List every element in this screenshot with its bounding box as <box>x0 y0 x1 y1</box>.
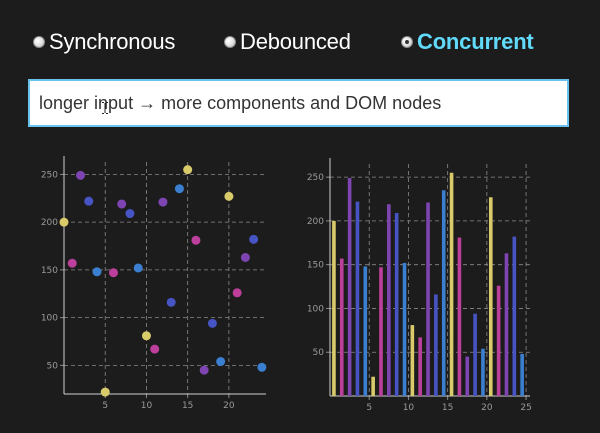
mode-option-synchronous[interactable]: Synchronous <box>33 26 175 58</box>
scatter-point <box>133 263 143 273</box>
scatter-point <box>100 387 110 397</box>
bar <box>473 313 477 396</box>
bar <box>496 285 501 396</box>
scatter-point <box>84 196 94 206</box>
scatter-point <box>75 170 85 180</box>
x-tick-label: 15 <box>442 403 453 413</box>
scatter-point <box>59 217 69 227</box>
bar <box>339 258 344 396</box>
scatter-point <box>117 199 127 209</box>
y-tick-label: 250 <box>307 173 324 183</box>
y-tick-label: 100 <box>41 314 58 324</box>
x-tick-label: 5 <box>366 403 372 413</box>
scatter-point <box>92 267 102 277</box>
render-mode-selector: Synchronous Debounced Concurrent <box>0 26 600 58</box>
bar <box>387 204 391 396</box>
bar-chart: 5 10 15 20 25 50 100 150 200 250 <box>307 158 532 413</box>
bar <box>394 213 399 396</box>
scatter-chart: 5 10 15 20 50 100 150 200 250 <box>41 156 267 411</box>
search-input[interactable] <box>30 81 567 125</box>
bar <box>481 348 485 396</box>
search-field-container <box>28 79 569 127</box>
bar <box>418 337 422 396</box>
y-tick-label: 250 <box>41 170 58 180</box>
mode-label-debounced: Debounced <box>240 29 351 54</box>
scatter-point <box>183 165 193 175</box>
mode-label-concurrent: Concurrent <box>417 29 534 54</box>
bar <box>355 201 360 396</box>
y-tick-label: 150 <box>41 266 58 276</box>
y-tick-label: 100 <box>307 304 324 314</box>
bar <box>379 267 383 396</box>
bar <box>465 356 470 396</box>
bar <box>371 376 375 396</box>
scatter-point <box>207 318 217 328</box>
scatter-point <box>158 197 168 207</box>
mode-option-debounced[interactable]: Debounced <box>224 26 351 58</box>
scatter-point <box>224 191 234 201</box>
bar <box>347 178 352 396</box>
bar <box>504 253 509 396</box>
x-tick-label: 20 <box>481 403 493 413</box>
mode-option-concurrent[interactable]: Concurrent <box>401 26 534 58</box>
scatter-point <box>257 362 267 372</box>
y-tick-label: 50 <box>313 348 325 358</box>
bar <box>457 237 462 396</box>
bar <box>449 172 454 396</box>
mode-label-synchronous: Synchronous <box>49 29 176 54</box>
scatter-point <box>141 331 151 341</box>
scatter-point <box>125 209 135 219</box>
bar <box>441 190 446 396</box>
y-tick-label: 200 <box>41 218 58 228</box>
scatter-point <box>191 235 201 245</box>
radio-checked-icon[interactable] <box>401 36 413 48</box>
bar <box>426 202 430 396</box>
x-tick-label: 10 <box>403 403 415 413</box>
bar <box>410 325 415 396</box>
radio-icon[interactable] <box>33 36 45 48</box>
bar <box>520 353 524 396</box>
x-tick-label: 15 <box>182 401 193 411</box>
x-tick-label: 20 <box>223 401 235 411</box>
x-tick-label: 5 <box>102 401 108 411</box>
scatter-point <box>216 357 226 367</box>
bar <box>363 266 368 396</box>
radio-icon[interactable] <box>224 36 236 48</box>
y-tick-label: 200 <box>307 217 324 227</box>
scatter-point <box>240 252 250 262</box>
x-tick-label: 25 <box>520 403 531 413</box>
bar <box>332 220 336 396</box>
bar <box>488 197 493 396</box>
scatter-point <box>249 234 259 244</box>
scatter-point <box>67 258 77 268</box>
scatter-point <box>174 184 184 194</box>
bar <box>512 236 517 396</box>
scatter-point <box>150 344 160 354</box>
x-tick-label: 10 <box>141 401 153 411</box>
bar <box>434 294 438 396</box>
y-tick-label: 150 <box>307 261 324 271</box>
bar <box>402 262 407 396</box>
scatter-point <box>166 297 176 307</box>
scatter-point <box>108 268 118 278</box>
scatter-point <box>199 365 209 375</box>
scatter-point <box>232 288 242 298</box>
y-tick-label: 50 <box>47 361 59 371</box>
